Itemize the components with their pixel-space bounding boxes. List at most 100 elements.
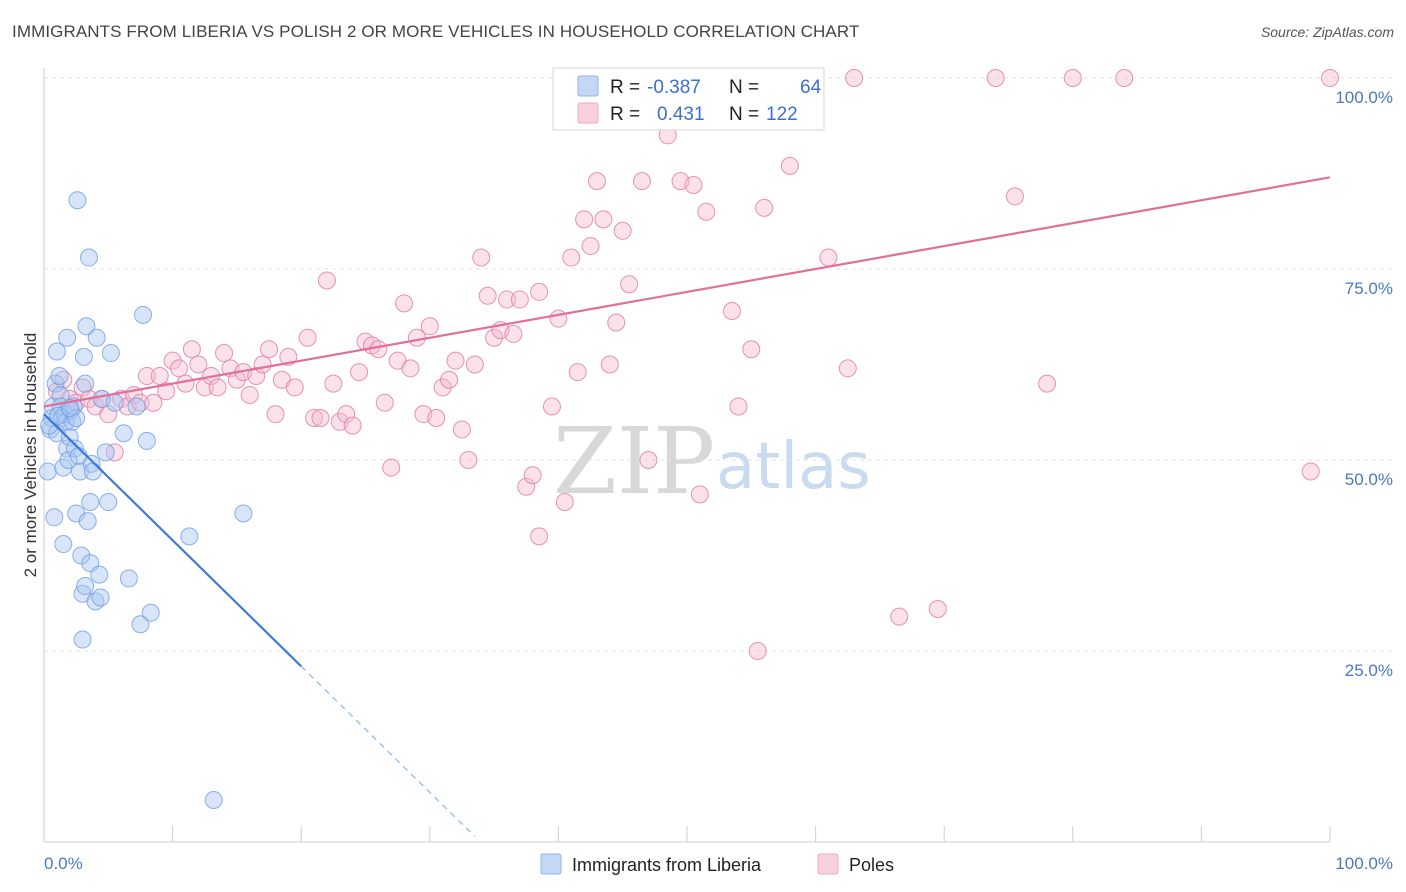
liberia-point: [114, 424, 133, 443]
liberia-point: [96, 443, 115, 462]
poles-point: [1005, 187, 1024, 206]
liberia-point: [76, 374, 95, 393]
poles-point: [748, 642, 767, 660]
poles-point: [517, 477, 536, 496]
poles-point: [311, 408, 330, 427]
poles-point: [594, 210, 613, 229]
liberia-point: [47, 342, 66, 361]
liberia-point: [105, 393, 124, 412]
liberia-point: [131, 615, 150, 634]
poles-point: [562, 248, 581, 267]
liberia-point: [119, 569, 138, 588]
liberia-point: [204, 790, 223, 809]
poles-point: [928, 599, 947, 618]
poles-point: [163, 351, 182, 370]
poles-point: [343, 416, 362, 435]
legend-r-value: -0.387: [647, 77, 701, 98]
series-legend-label-liberia: Immigrants from Liberia: [572, 855, 762, 875]
poles-point: [157, 382, 176, 401]
poles-point: [150, 366, 169, 385]
poles-point: [690, 485, 709, 504]
poles-point: [266, 405, 285, 424]
poles-point: [253, 355, 272, 374]
poles-point: [433, 378, 452, 397]
poles-point: [478, 286, 497, 305]
poles-point: [446, 351, 465, 370]
liberia-point: [77, 317, 96, 336]
liberia-point: [137, 431, 156, 450]
liberia-point: [73, 630, 92, 649]
x-tick-label: 100.0%: [1335, 854, 1393, 873]
poles-point: [581, 237, 600, 256]
poles-point: [189, 355, 208, 374]
watermark-atlas: atlas: [716, 430, 871, 504]
x-tick-label: 0.0%: [44, 854, 83, 873]
series-legend-label-poles: Poles: [849, 855, 894, 875]
liberia-point: [80, 248, 99, 267]
poles-point: [723, 302, 742, 321]
poles-point: [1115, 69, 1134, 87]
trend-lines: [43, 176, 1331, 837]
poles-point: [337, 405, 356, 424]
poles-point: [780, 156, 799, 175]
legend-n-label: N =: [729, 77, 759, 98]
liberia-point: [74, 347, 93, 366]
legend-n-value: 64: [800, 77, 822, 98]
poles-point: [684, 175, 703, 194]
poles-point: [420, 317, 439, 336]
poles-point: [401, 359, 420, 378]
liberia-point: [59, 451, 78, 469]
poles-point: [176, 374, 195, 393]
poles-point: [613, 221, 632, 240]
watermark: ZIP atlas: [553, 408, 871, 515]
poles-point: [587, 172, 606, 191]
liberia-point: [38, 462, 57, 481]
poles-point: [182, 340, 201, 359]
poles-point: [890, 607, 909, 626]
poles-point: [459, 451, 478, 469]
y-tick-labels: 25.0% 50.0% 75.0% 100.0%: [1335, 88, 1393, 680]
liberia-point: [60, 428, 79, 447]
poles-point: [755, 198, 774, 217]
poles-point: [845, 69, 864, 87]
poles-point: [542, 397, 561, 416]
poles-point: [452, 420, 471, 439]
watermark-zip: ZIP: [553, 408, 715, 515]
liberia-point: [87, 328, 106, 347]
poles-point: [575, 210, 594, 229]
poles-point: [530, 282, 549, 301]
liberia-point: [90, 565, 109, 584]
liberia-point: [81, 493, 100, 512]
poles-point: [639, 451, 658, 469]
poles-point: [510, 290, 529, 309]
chart-title: IMMIGRANTS FROM LIBERIA VS POLISH 2 OR M…: [12, 22, 860, 41]
poles-point: [395, 294, 414, 313]
poles-point: [240, 386, 259, 405]
x-axis-ticks: [43, 826, 1331, 842]
poles-point: [305, 408, 324, 427]
liberia-point: [180, 527, 199, 546]
legend-swatch-poles: [577, 102, 599, 124]
poles-point: [247, 366, 266, 385]
poles-point: [600, 355, 619, 374]
poles-point: [1301, 462, 1320, 481]
liberia-point: [54, 535, 73, 554]
legend-r-label: R =: [610, 77, 640, 98]
source-label: Source: ZipAtlas.com: [1260, 24, 1394, 40]
liberia-point: [91, 588, 110, 607]
poles-point: [838, 359, 857, 378]
legend-n-value: 122: [766, 104, 798, 125]
poles-point: [485, 328, 504, 347]
liberia-point: [72, 546, 91, 565]
legend-swatch-liberia: [577, 75, 599, 97]
y-tick-label: 50.0%: [1345, 470, 1393, 489]
poles-point: [472, 248, 491, 267]
poles-point: [350, 363, 369, 382]
poles-point: [729, 397, 748, 416]
poles-point: [137, 366, 156, 385]
liberia-point: [134, 305, 153, 324]
correlation-legend: R = -0.387 N = 64 R = 0.431 N = 122: [552, 67, 825, 131]
poles-point: [530, 527, 549, 546]
y-tick-label: 100.0%: [1335, 88, 1393, 107]
